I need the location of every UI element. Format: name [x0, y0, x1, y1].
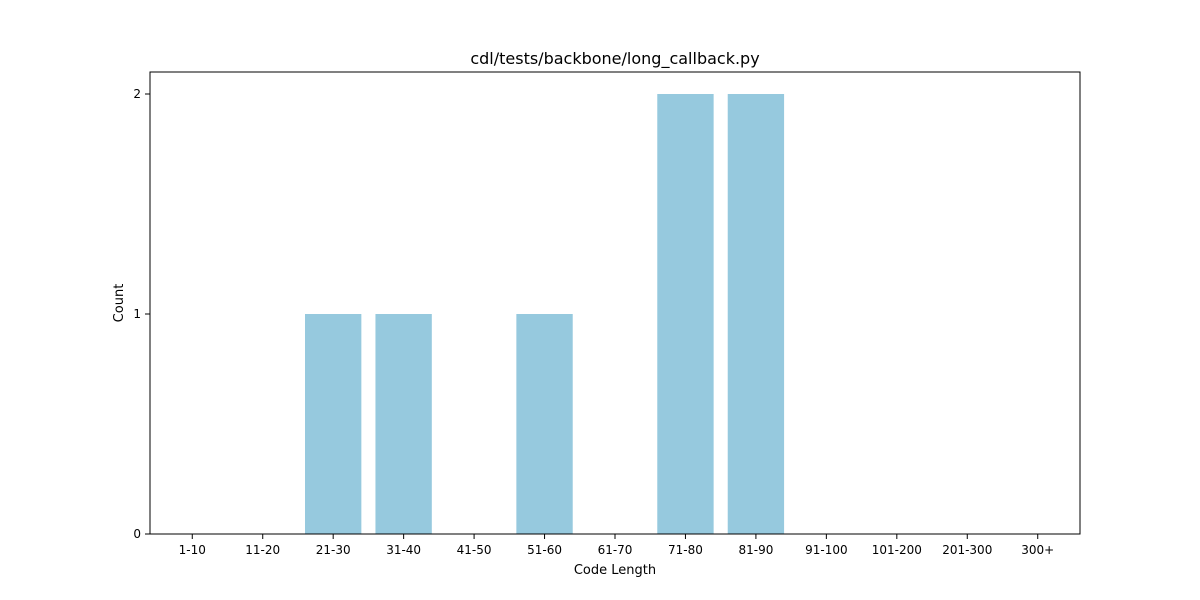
- y-tick-label: 0: [133, 527, 141, 541]
- x-tick-label: 300+: [1021, 543, 1054, 557]
- x-tick-label: 71-80: [668, 543, 703, 557]
- x-tick-label: 1-10: [179, 543, 206, 557]
- bar-21-30: [305, 314, 362, 534]
- chart-title: cdl/tests/backbone/long_callback.py: [470, 49, 759, 69]
- y-tick-label: 2: [133, 87, 141, 101]
- y-axis-ticks: 0 1 2: [133, 87, 150, 541]
- x-tick-label: 11-20: [245, 543, 280, 557]
- x-tick-label: 81-90: [738, 543, 773, 557]
- x-tick-label: 101-200: [872, 543, 922, 557]
- x-tick-label: 61-70: [598, 543, 633, 557]
- x-axis-label: Code Length: [574, 563, 656, 578]
- bar-81-90: [727, 94, 785, 534]
- bar-31-40: [375, 314, 432, 534]
- bar-51-60: [516, 314, 573, 534]
- x-tick-label: 51-60: [527, 543, 562, 557]
- bar-71-80: [657, 94, 714, 534]
- y-tick-label: 1: [133, 307, 141, 321]
- x-tick-label: 21-30: [316, 543, 351, 557]
- x-tick-label: 91-100: [805, 543, 848, 557]
- x-tick-label: 41-50: [457, 543, 492, 557]
- y-axis-label: Count: [112, 284, 127, 323]
- x-tick-label: 201-300: [942, 543, 992, 557]
- plot-area-frame: [149, 71, 1081, 535]
- x-tick-label: 31-40: [386, 543, 421, 557]
- x-axis-ticks: 1-10 11-20 21-30 31-40 41-50 51-60 61-70 71-80 8…: [179, 534, 1054, 557]
- bars-layer: [305, 94, 785, 534]
